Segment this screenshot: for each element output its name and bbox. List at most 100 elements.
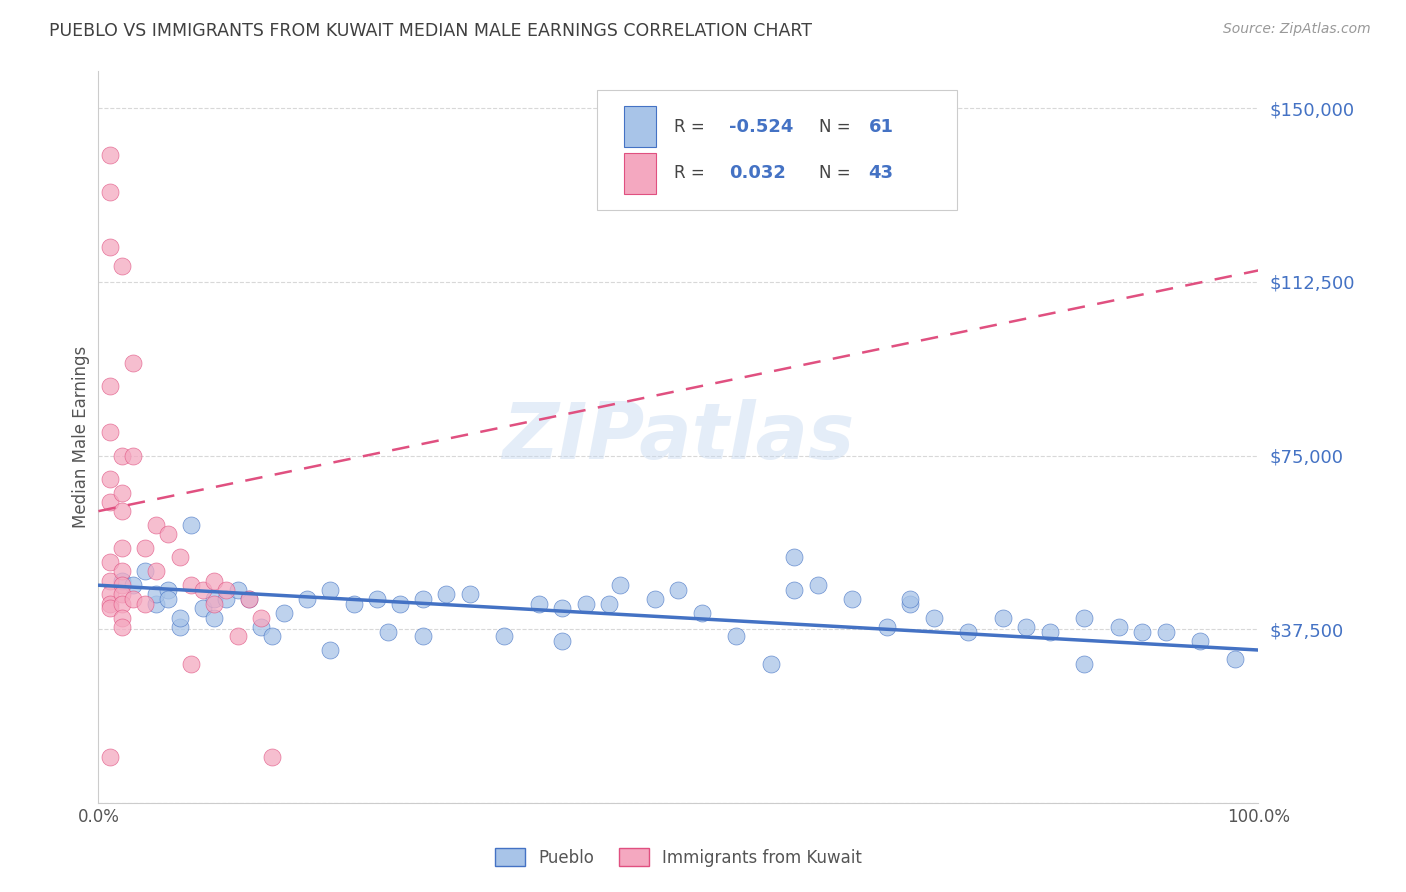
- Point: [111, 620, 132, 634]
- Point: [262, 749, 284, 764]
- Point: [725, 629, 748, 643]
- Point: [180, 518, 202, 533]
- Point: [1154, 624, 1177, 639]
- Point: [180, 657, 202, 671]
- Point: [366, 592, 388, 607]
- Point: [98, 240, 121, 254]
- Point: [238, 592, 260, 607]
- Point: [111, 504, 132, 518]
- Point: [250, 610, 273, 624]
- Point: [111, 587, 132, 601]
- FancyBboxPatch shape: [624, 153, 657, 194]
- Point: [98, 555, 121, 569]
- Text: Source: ZipAtlas.com: Source: ZipAtlas.com: [1223, 22, 1371, 37]
- Point: [436, 587, 458, 601]
- Text: 61: 61: [869, 118, 894, 136]
- FancyBboxPatch shape: [624, 106, 657, 146]
- Point: [297, 592, 319, 607]
- Point: [169, 620, 191, 634]
- Point: [145, 565, 167, 579]
- Point: [98, 185, 121, 199]
- Point: [98, 472, 121, 486]
- Point: [98, 587, 121, 601]
- Point: [111, 578, 132, 592]
- Point: [191, 582, 214, 597]
- Point: [157, 582, 180, 597]
- Point: [111, 574, 132, 588]
- Point: [204, 574, 226, 588]
- Point: [922, 610, 945, 624]
- Point: [1038, 624, 1062, 639]
- Point: [180, 578, 202, 592]
- Point: [319, 582, 342, 597]
- FancyBboxPatch shape: [598, 90, 957, 211]
- Point: [111, 610, 132, 624]
- Point: [900, 597, 922, 611]
- Point: [1189, 633, 1212, 648]
- Point: [169, 610, 191, 624]
- Point: [98, 379, 121, 393]
- Point: [111, 259, 132, 273]
- Point: [1108, 620, 1130, 634]
- Point: [551, 601, 574, 615]
- Point: [122, 592, 145, 607]
- Point: [98, 601, 121, 615]
- Point: [598, 597, 620, 611]
- Point: [1223, 652, 1247, 666]
- Point: [111, 541, 132, 556]
- Point: [226, 582, 249, 597]
- Point: [134, 541, 156, 556]
- Point: [412, 629, 434, 643]
- Point: [215, 582, 238, 597]
- Point: [609, 578, 631, 592]
- Text: R =: R =: [673, 118, 710, 136]
- Point: [783, 582, 806, 597]
- Text: ZIPatlas: ZIPatlas: [502, 399, 855, 475]
- Point: [226, 629, 249, 643]
- Point: [98, 597, 121, 611]
- Text: R =: R =: [673, 164, 710, 182]
- Point: [250, 620, 273, 634]
- Point: [1015, 620, 1038, 634]
- Point: [111, 565, 132, 579]
- Text: -0.524: -0.524: [730, 118, 794, 136]
- Text: 0.032: 0.032: [730, 164, 786, 182]
- Point: [98, 749, 121, 764]
- Point: [98, 495, 121, 509]
- Point: [377, 624, 399, 639]
- Point: [122, 356, 145, 370]
- Text: 43: 43: [869, 164, 894, 182]
- Point: [458, 587, 481, 601]
- Text: PUEBLO VS IMMIGRANTS FROM KUWAIT MEDIAN MALE EARNINGS CORRELATION CHART: PUEBLO VS IMMIGRANTS FROM KUWAIT MEDIAN …: [49, 22, 813, 40]
- Point: [134, 597, 156, 611]
- Point: [204, 610, 226, 624]
- Point: [191, 601, 214, 615]
- Point: [957, 624, 980, 639]
- Point: [807, 578, 830, 592]
- Point: [551, 633, 574, 648]
- Point: [761, 657, 783, 671]
- Point: [145, 518, 167, 533]
- Point: [1073, 657, 1095, 671]
- Point: [204, 592, 226, 607]
- Point: [111, 485, 132, 500]
- Point: [122, 449, 145, 463]
- Point: [412, 592, 434, 607]
- Point: [666, 582, 689, 597]
- Point: [841, 592, 863, 607]
- Point: [262, 629, 284, 643]
- Point: [111, 597, 132, 611]
- Point: [134, 565, 156, 579]
- Point: [157, 592, 180, 607]
- Point: [388, 597, 412, 611]
- Point: [98, 425, 121, 440]
- Point: [1073, 610, 1095, 624]
- Point: [900, 592, 922, 607]
- Point: [494, 629, 516, 643]
- Point: [98, 147, 121, 161]
- Point: [273, 606, 295, 620]
- Point: [343, 597, 366, 611]
- Point: [529, 597, 551, 611]
- Point: [783, 550, 806, 565]
- Point: [111, 449, 132, 463]
